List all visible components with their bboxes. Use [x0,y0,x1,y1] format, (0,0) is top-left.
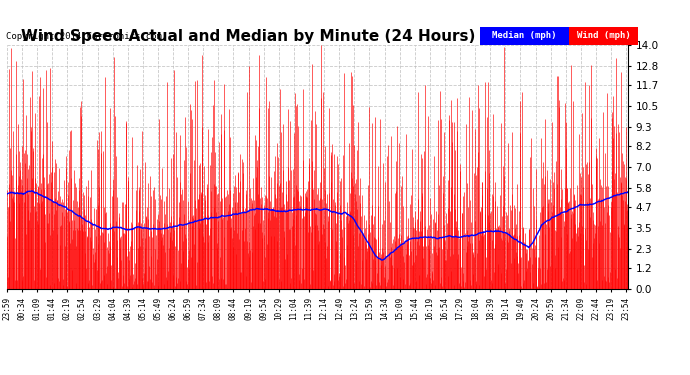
Text: Median (mph): Median (mph) [492,32,557,40]
Title: Wind Speed Actual and Median by Minute (24 Hours) (Old) 20140115: Wind Speed Actual and Median by Minute (… [21,29,613,44]
Text: Wind (mph): Wind (mph) [577,32,631,40]
Text: Copyright 2014 Cartronics.com: Copyright 2014 Cartronics.com [6,32,161,41]
